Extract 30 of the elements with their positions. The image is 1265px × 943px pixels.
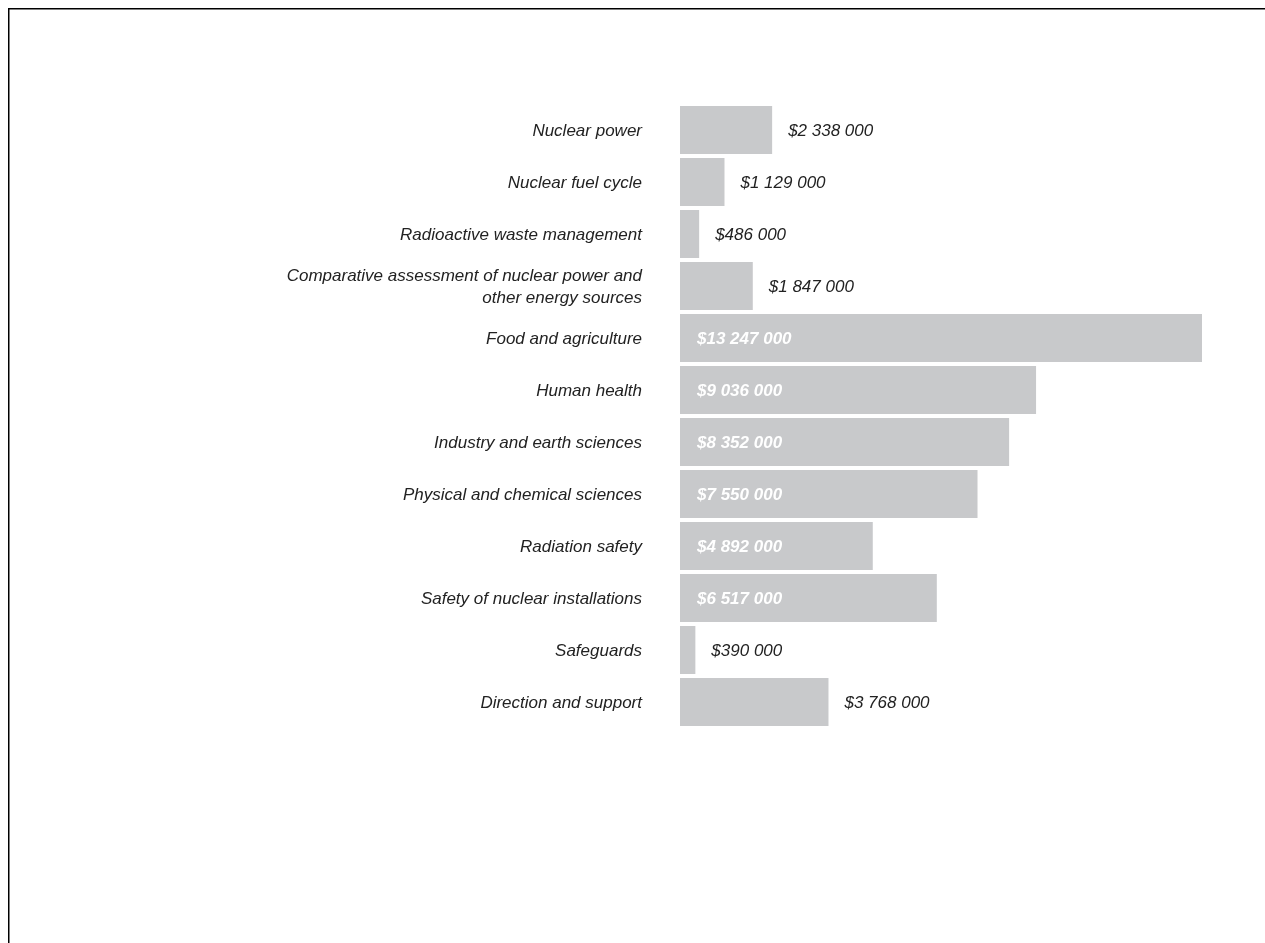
bar bbox=[680, 522, 873, 570]
y-tick-label: Radioactive waste management bbox=[400, 224, 644, 244]
bar bbox=[680, 262, 753, 310]
y-tick-label: Food and agriculture bbox=[486, 328, 642, 348]
y-tick-label: Industry and earth sciences bbox=[434, 432, 643, 452]
y-tick-label: Nuclear power bbox=[532, 120, 644, 140]
bar bbox=[680, 574, 937, 622]
y-tick-label: Safety of nuclear installations bbox=[420, 588, 643, 608]
y-tick-label: Comparative assessment of nuclear power and other energy sources bbox=[286, 265, 643, 307]
data-label: $2 338 000 bbox=[787, 120, 874, 140]
y-tick-label: Human health bbox=[536, 380, 642, 400]
y-tick-label: Radiation safety bbox=[520, 536, 644, 556]
bar bbox=[680, 158, 725, 206]
data-label: $1 129 000 bbox=[739, 172, 827, 192]
data-label: $486 000 bbox=[714, 224, 787, 244]
data-label: $390 000 bbox=[710, 640, 783, 660]
bar bbox=[680, 314, 1202, 362]
data-label: $3 768 000 bbox=[843, 692, 931, 712]
bar bbox=[680, 470, 978, 518]
bar bbox=[680, 626, 696, 674]
y-tick-label: Direction and support bbox=[480, 692, 644, 712]
y-tick-label: Safeguards bbox=[555, 640, 643, 660]
y-tick-label: Nuclear fuel cycle bbox=[507, 172, 642, 192]
y-tick-label: Physical and chemical sciences bbox=[402, 484, 643, 504]
bar bbox=[680, 106, 773, 154]
data-label: $1 847 000 bbox=[767, 276, 855, 296]
bar bbox=[680, 418, 1010, 466]
bar bbox=[680, 210, 700, 258]
bar bbox=[680, 366, 1037, 414]
bar bbox=[680, 678, 829, 726]
